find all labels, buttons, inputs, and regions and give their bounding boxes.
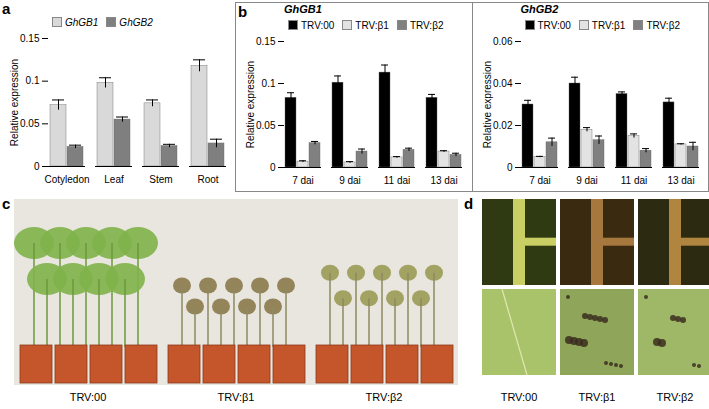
svg-text:0.15: 0.15: [20, 33, 40, 44]
html-text:TRV:β2: TRV:β2: [646, 19, 680, 31]
svg-text:TRV:00: TRV:00: [70, 391, 107, 403]
html-text:b: b: [238, 3, 248, 20]
html-text:c: c: [2, 195, 11, 212]
svg-text:0: 0: [34, 161, 40, 172]
html-text:GhGB2: GhGB2: [520, 3, 559, 15]
svg-text:Relative expression: Relative expression: [245, 61, 256, 148]
html-text:TRV:β2: TRV:β2: [409, 19, 444, 31]
svg-text:Cotyledon: Cotyledon: [44, 174, 89, 185]
svg-text:11 dai: 11 dai: [384, 175, 411, 186]
svg-text:TRV:β2: TRV:β2: [366, 391, 403, 403]
svg-text:9 dai: 9 dai: [576, 175, 598, 186]
html-text:GhGB1: GhGB1: [284, 3, 322, 15]
svg-text:0.04: 0.04: [493, 78, 513, 89]
html-text:TRV:00: TRV:00: [301, 19, 335, 31]
svg-text:0.1: 0.1: [262, 78, 276, 89]
svg-text:0.05: 0.05: [256, 120, 276, 131]
svg-text:13 dai: 13 dai: [667, 175, 694, 186]
svg-text:13 dai: 13 dai: [430, 175, 457, 186]
html-text:d: d: [464, 195, 474, 212]
svg-text:Relative expression: Relative expression: [481, 61, 492, 148]
html-text:TRV:00: TRV:00: [537, 19, 571, 31]
html-text:GhGB1: GhGB1: [65, 16, 99, 28]
svg-text:Stem: Stem: [149, 174, 172, 185]
svg-text:TRV:β1: TRV:β1: [579, 391, 616, 403]
svg-text:TRV:β1: TRV:β1: [218, 391, 255, 403]
html-text:TRV:β1: TRV:β1: [591, 19, 626, 31]
svg-text:0.02: 0.02: [493, 120, 513, 131]
svg-text:11 dai: 11 dai: [620, 175, 647, 186]
svg-text:7 dai: 7 dai: [529, 175, 551, 186]
svg-text:TRV:00: TRV:00: [501, 391, 538, 403]
svg-text:0.15: 0.15: [256, 36, 276, 47]
html-text:a: a: [2, 0, 11, 17]
svg-text:0: 0: [506, 162, 512, 173]
svg-text:7 dai: 7 dai: [292, 175, 314, 186]
svg-text:Leaf: Leaf: [104, 174, 124, 185]
html-text:GhGB2: GhGB2: [119, 16, 153, 28]
svg-text:0: 0: [270, 162, 276, 173]
svg-text:Root: Root: [197, 174, 218, 185]
svg-text:0.1: 0.1: [26, 75, 40, 86]
svg-text:0.05: 0.05: [20, 118, 40, 129]
svg-text:Relative expression: Relative expression: [9, 59, 20, 146]
html-text:TRV:β1: TRV:β1: [355, 19, 389, 31]
svg-text:TRV:β2: TRV:β2: [657, 391, 694, 403]
svg-text:9 dai: 9 dai: [339, 175, 361, 186]
svg-text:0.06: 0.06: [493, 36, 513, 47]
